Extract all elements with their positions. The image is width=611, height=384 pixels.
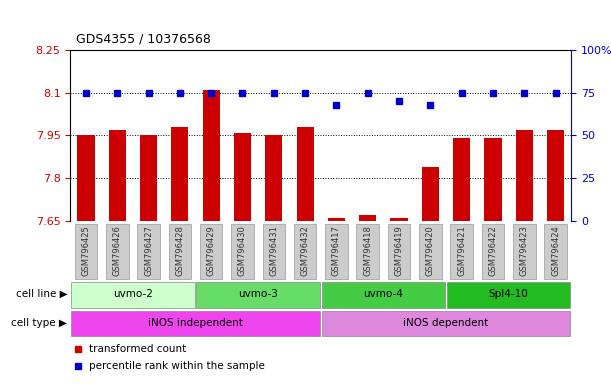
Text: GSM796425: GSM796425 [81, 225, 90, 276]
Bar [516, 130, 533, 221]
Bar [203, 90, 220, 221]
Text: GSM796429: GSM796429 [207, 225, 216, 276]
Bar [447, 282, 570, 308]
Bar [388, 224, 411, 279]
Text: GSM796423: GSM796423 [520, 225, 529, 276]
Bar [265, 135, 282, 221]
Text: percentile rank within the sample: percentile rank within the sample [89, 361, 265, 371]
Bar [109, 130, 126, 221]
Bar [78, 135, 95, 221]
Bar [422, 167, 439, 221]
Text: cell line ▶: cell line ▶ [16, 289, 67, 299]
Bar [71, 311, 320, 336]
Bar [234, 132, 251, 221]
Text: iNOS dependent: iNOS dependent [403, 318, 489, 328]
Bar [75, 224, 97, 279]
Bar [547, 130, 564, 221]
Text: GSM796420: GSM796420 [426, 225, 435, 276]
Bar [71, 282, 194, 308]
Bar [419, 224, 442, 279]
Bar [359, 215, 376, 221]
Bar [356, 224, 379, 279]
Text: uvmo-2: uvmo-2 [113, 289, 153, 299]
Bar [200, 224, 222, 279]
Bar [140, 135, 157, 221]
Text: GSM796417: GSM796417 [332, 225, 341, 276]
Bar [450, 224, 473, 279]
Bar [137, 224, 160, 279]
Bar [325, 224, 348, 279]
Bar [263, 224, 285, 279]
Text: GSM796432: GSM796432 [301, 225, 310, 276]
Text: GSM796428: GSM796428 [175, 225, 185, 276]
Text: transformed count: transformed count [89, 344, 186, 354]
Bar [169, 224, 191, 279]
Text: GSM796418: GSM796418 [364, 225, 372, 276]
Bar [322, 311, 570, 336]
Bar [231, 224, 254, 279]
Text: GSM796422: GSM796422 [489, 225, 497, 276]
Bar [328, 218, 345, 221]
Bar [106, 224, 128, 279]
Bar [322, 282, 445, 308]
Bar [544, 224, 567, 279]
Bar [294, 224, 316, 279]
Text: GSM796426: GSM796426 [113, 225, 122, 276]
Text: GSM796431: GSM796431 [269, 225, 278, 276]
Bar [171, 127, 188, 221]
Text: GSM796427: GSM796427 [144, 225, 153, 276]
Text: GSM796430: GSM796430 [238, 225, 247, 276]
Text: GDS4355 / 10376568: GDS4355 / 10376568 [76, 32, 211, 45]
Text: Spl4-10: Spl4-10 [489, 289, 529, 299]
Text: uvmo-3: uvmo-3 [238, 289, 278, 299]
Bar [296, 127, 313, 221]
Text: iNOS independent: iNOS independent [148, 318, 243, 328]
Text: uvmo-4: uvmo-4 [364, 289, 403, 299]
Bar [481, 224, 504, 279]
Text: GSM796424: GSM796424 [551, 225, 560, 276]
Bar [197, 282, 320, 308]
Bar [453, 138, 470, 221]
Bar [513, 224, 536, 279]
Text: GSM796421: GSM796421 [457, 225, 466, 276]
Bar [485, 138, 502, 221]
Bar [390, 218, 408, 221]
Text: cell type ▶: cell type ▶ [12, 318, 67, 328]
Text: GSM796419: GSM796419 [395, 225, 403, 276]
